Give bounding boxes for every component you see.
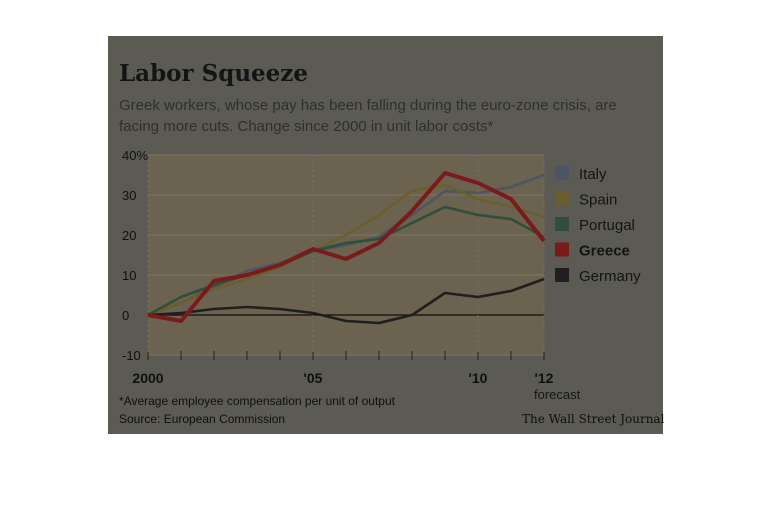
x-tick-label: '10: [469, 370, 488, 386]
chart-subtitle: Greek workers, whose pay has been fallin…: [119, 97, 617, 135]
y-tick-label: 40%: [122, 148, 148, 163]
legend-swatch-portugal: [555, 217, 569, 231]
legend-label-portugal: Portugal: [579, 217, 635, 234]
y-tick-label: 20: [122, 228, 136, 243]
x-tick-label: '12: [535, 370, 554, 386]
source-note: Source: European Commission: [119, 412, 286, 426]
x-tick-label: '05: [304, 370, 323, 386]
legend-swatch-greece: [555, 242, 569, 257]
series-line-portugal: [147, 205, 545, 317]
legend-swatch-germany: [555, 268, 569, 282]
y-tick-label: 10: [122, 268, 136, 283]
series-line-germany: [147, 277, 545, 325]
footnote: *Average employee compensation per unit …: [119, 394, 395, 408]
series-line-greece: [147, 171, 546, 323]
legend-label-greece: Greece: [579, 243, 630, 260]
x-tick-label: 2000: [132, 370, 163, 386]
y-tick-label: 30: [122, 188, 136, 203]
chart-title: Labor Squeeze: [119, 60, 308, 87]
series-line-spain: [147, 183, 545, 317]
forecast-label: forecast: [534, 387, 581, 402]
y-tick-label: 0: [122, 308, 129, 323]
y-tick-label: -10: [122, 348, 141, 363]
publisher-credit: The Wall Street Journal: [522, 412, 665, 426]
legend-swatch-italy: [555, 166, 569, 180]
legend-label-germany: Germany: [579, 268, 641, 285]
legend-label-spain: Spain: [579, 192, 617, 209]
series-line-italy: [147, 173, 545, 317]
legend-label-italy: Italy: [579, 166, 607, 183]
legend-swatch-spain: [555, 191, 569, 206]
